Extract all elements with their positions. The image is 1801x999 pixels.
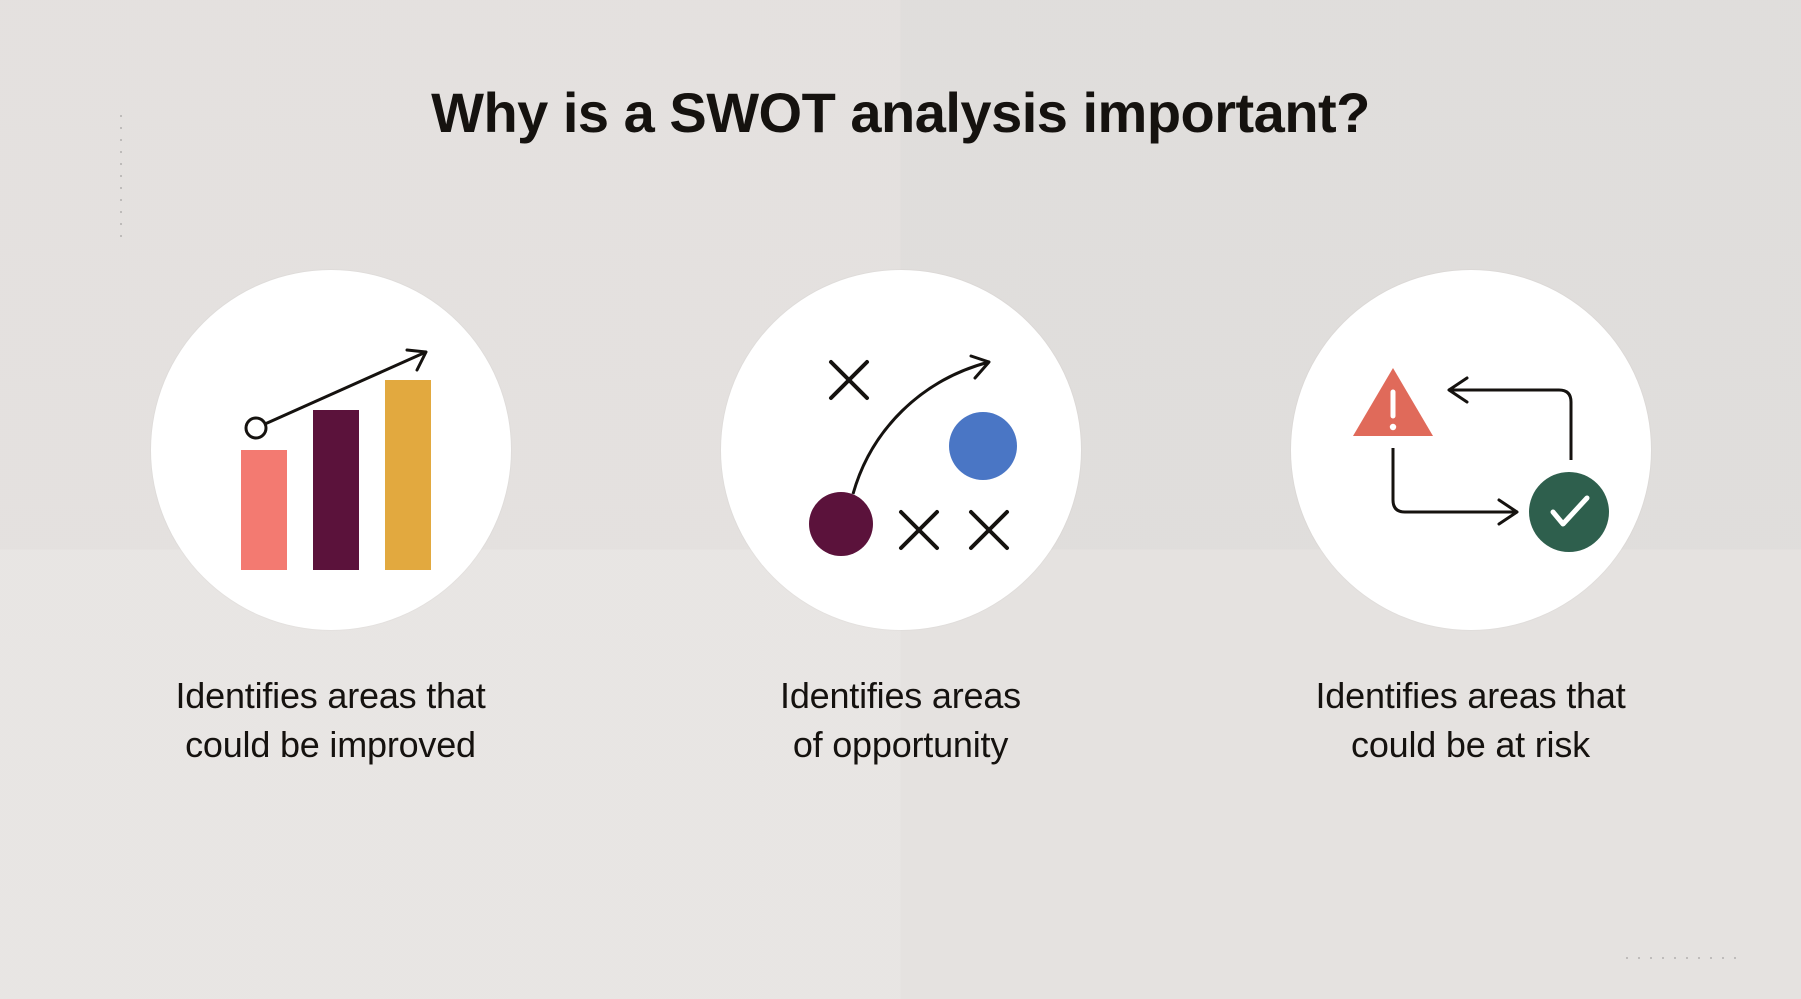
x-mark-icon bbox=[901, 512, 937, 548]
card-risk: Identifies areas that could be at risk bbox=[1271, 270, 1671, 769]
icon-circle-opportunity bbox=[721, 270, 1081, 630]
caption-line: could be at risk bbox=[1351, 724, 1590, 765]
caption-improve: Identifies areas that could be improved bbox=[176, 672, 486, 769]
play-diagram-icon bbox=[761, 320, 1041, 580]
bar-3 bbox=[385, 380, 431, 570]
card-opportunity: Identifies areas of opportunity bbox=[701, 270, 1101, 769]
infographic-canvas: Why is a SWOT analysis important? bbox=[0, 0, 1801, 999]
icon-circle-improve bbox=[151, 270, 511, 630]
icon-circle-risk bbox=[1291, 270, 1651, 630]
cycle-arrow-bottom-line bbox=[1393, 448, 1517, 512]
caption-line: of opportunity bbox=[793, 724, 1008, 765]
warning-icon bbox=[1353, 368, 1433, 436]
cycle-arrow-top bbox=[1451, 390, 1571, 424]
x-mark-icon bbox=[971, 512, 1007, 548]
caption-line: Identifies areas that bbox=[176, 675, 486, 716]
caption-line: Identifies areas that bbox=[1316, 675, 1626, 716]
page-title: Why is a SWOT analysis important? bbox=[0, 80, 1801, 145]
caption-line: Identifies areas bbox=[780, 675, 1021, 716]
x-mark-icon bbox=[831, 362, 867, 398]
decorative-dots-bottom bbox=[1621, 957, 1741, 959]
checkmark-icon bbox=[1529, 472, 1609, 552]
start-dot bbox=[809, 492, 873, 556]
caption-opportunity: Identifies areas of opportunity bbox=[780, 672, 1021, 769]
caption-risk: Identifies areas that could be at risk bbox=[1316, 672, 1626, 769]
bar-2 bbox=[313, 410, 359, 570]
trend-start-marker bbox=[246, 418, 266, 438]
caption-line: could be improved bbox=[185, 724, 476, 765]
card-improve: Identifies areas that could be improved bbox=[131, 270, 531, 769]
cards-row: Identifies areas that could be improved bbox=[0, 270, 1801, 769]
bar-1 bbox=[241, 450, 287, 570]
target-dot bbox=[949, 412, 1017, 480]
bar-chart-icon bbox=[201, 320, 461, 580]
risk-cycle-icon bbox=[1321, 330, 1621, 570]
